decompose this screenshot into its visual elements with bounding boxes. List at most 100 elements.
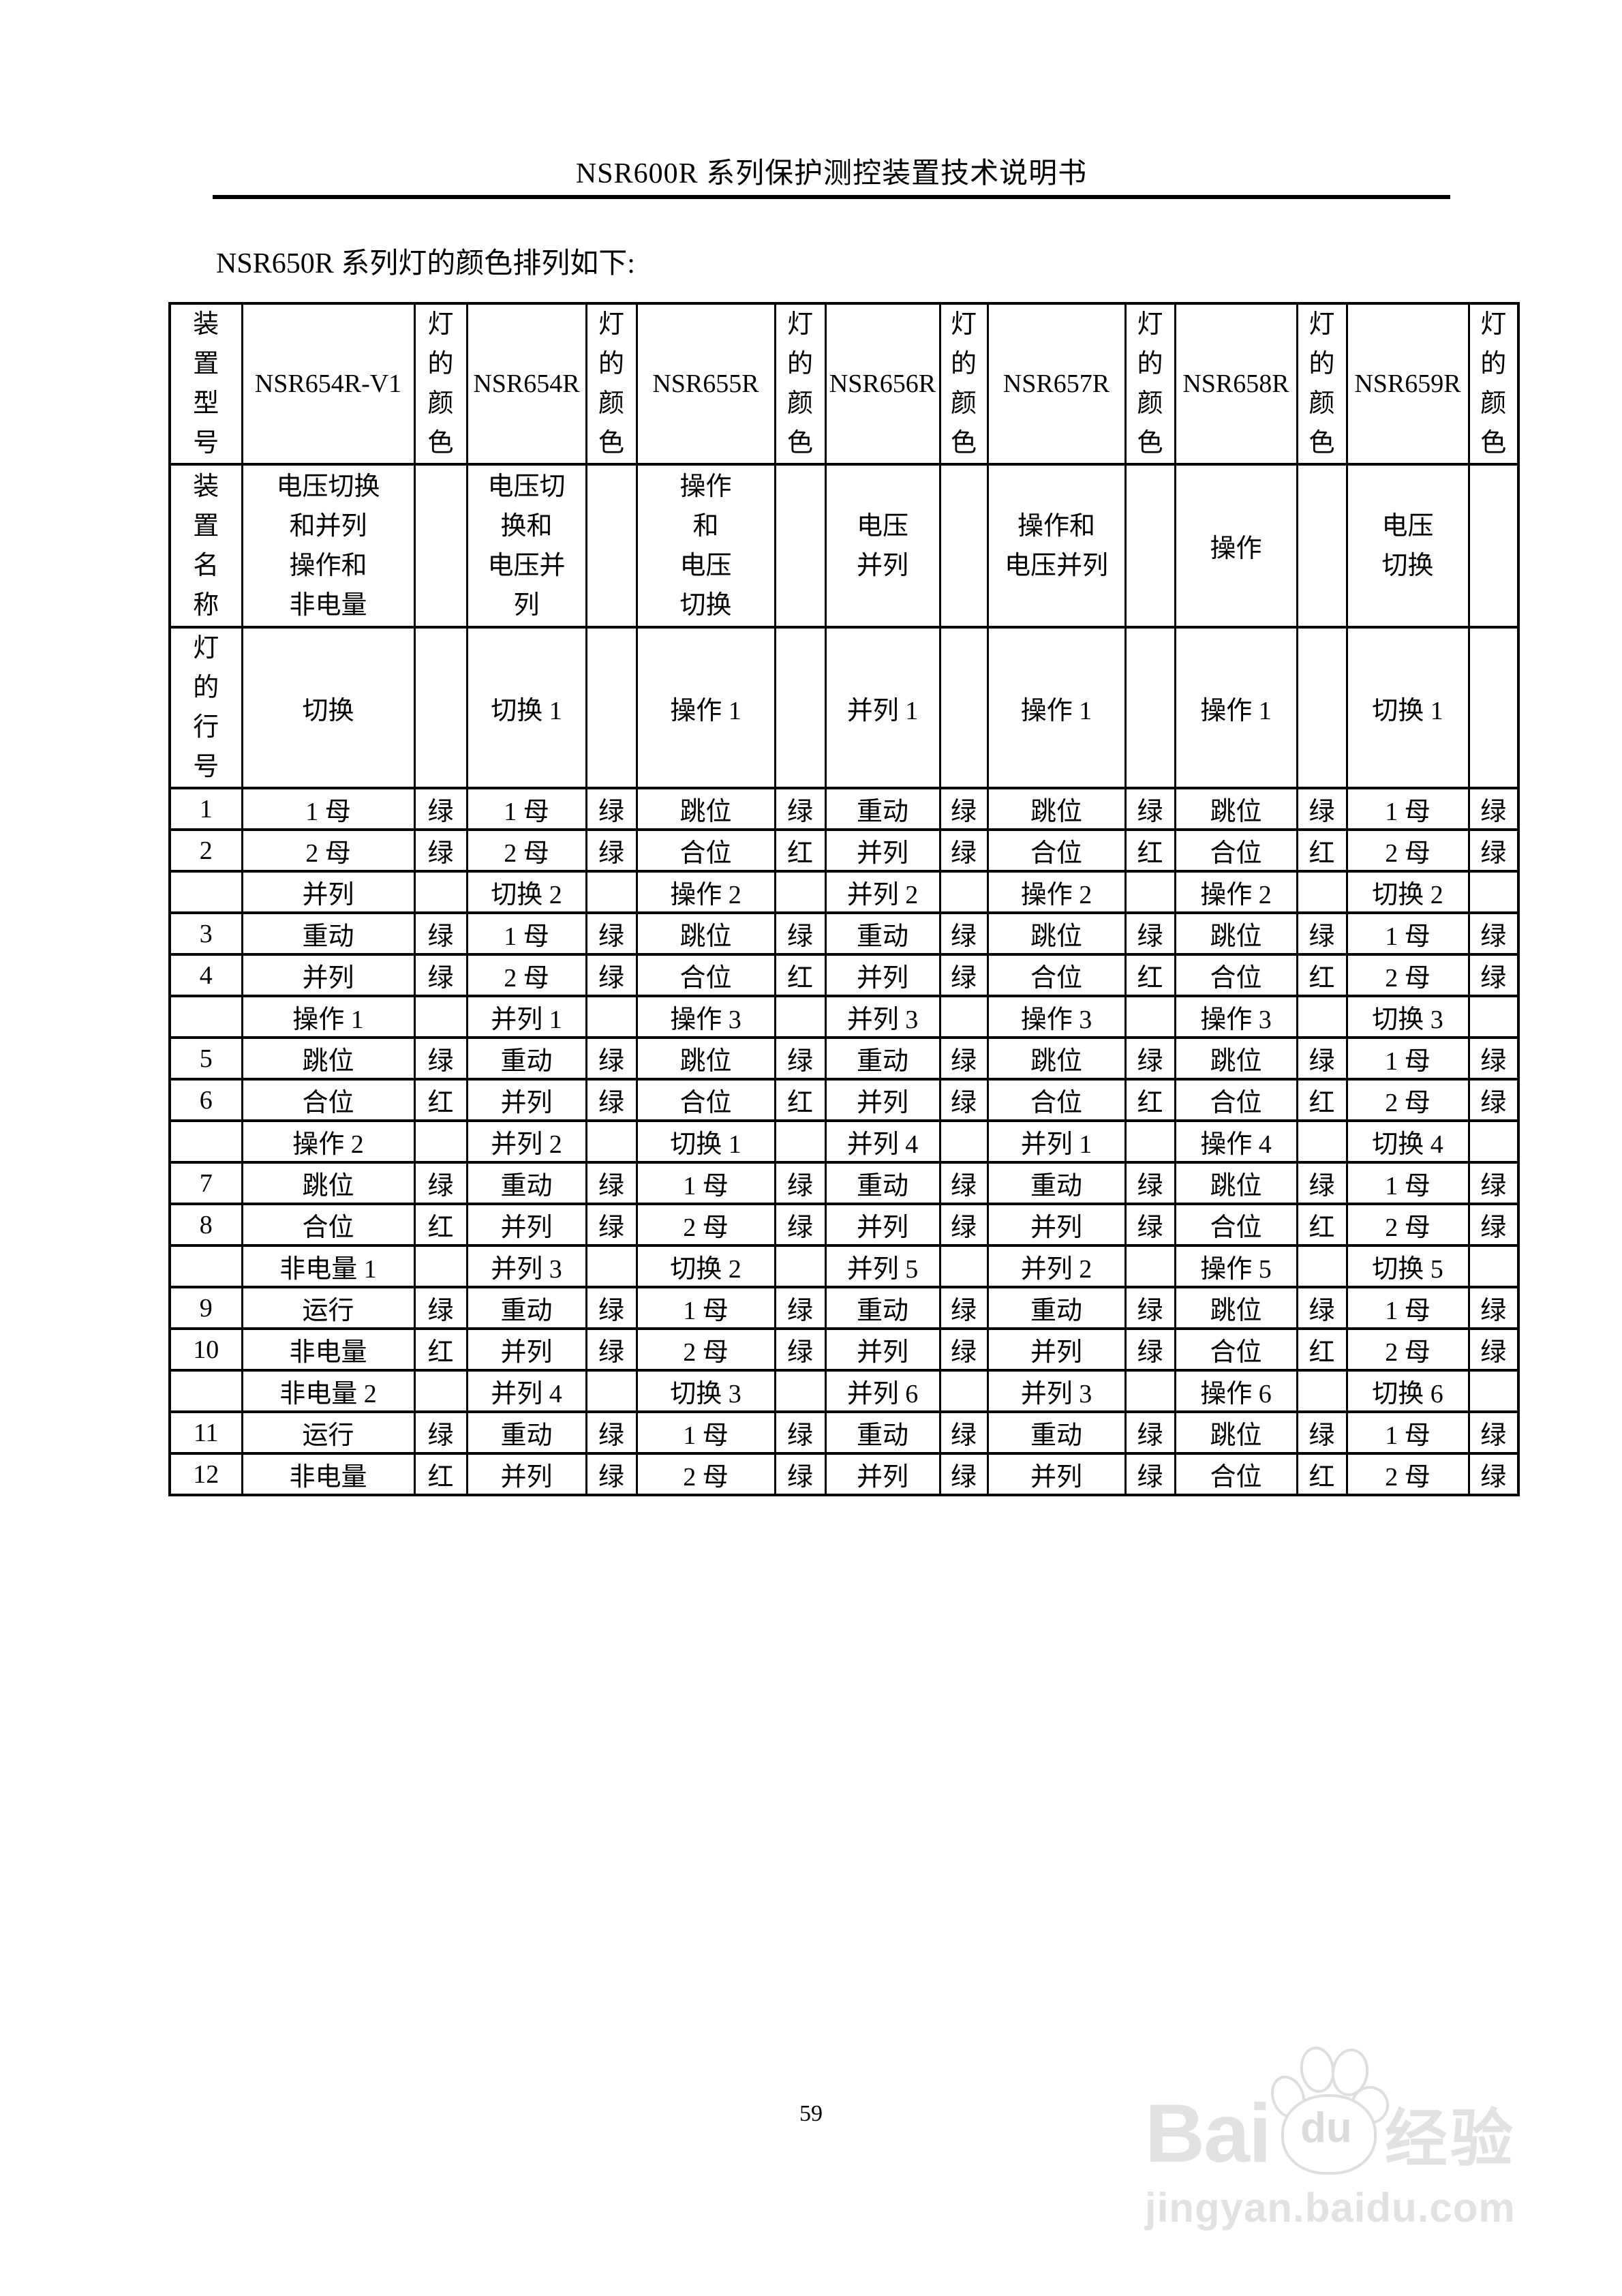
table-cell: 电压 切换 bbox=[1345, 463, 1470, 629]
table-cell: 绿 bbox=[413, 1161, 468, 1205]
table-cell: 重动 bbox=[465, 1286, 587, 1330]
table-cell: 操作 1 bbox=[635, 626, 776, 789]
table-cell: 1 母 bbox=[1345, 1161, 1470, 1205]
table-cell: 1 母 bbox=[1345, 787, 1470, 831]
table-cell: 并列 2 bbox=[986, 1244, 1127, 1288]
table-cell: 运行 bbox=[241, 1286, 416, 1330]
table-cell: 红 bbox=[1296, 1327, 1348, 1372]
table-cell: 红 bbox=[413, 1203, 468, 1247]
table-cell: 绿 bbox=[1296, 911, 1348, 956]
table-row: 5 跳位绿重动绿跳位绿重动绿跳位绿跳位绿 1 母绿 bbox=[168, 1036, 1520, 1081]
table-row: 并列 切换 2 操作 2 并列 2 操作 2 操作 2 切换 2 bbox=[168, 870, 1520, 914]
table-cell: 合位 bbox=[1174, 953, 1298, 997]
table-cell: 2 母 bbox=[635, 1452, 776, 1496]
table-cell: 并列 3 bbox=[986, 1369, 1127, 1413]
table-cell: 2 母 bbox=[465, 828, 587, 873]
table-cell: 红 bbox=[774, 953, 827, 997]
table-cell: 跳位 bbox=[635, 911, 776, 956]
lamp-color-table: 装 置 型 号 NSR654R-V1 灯 的 颜 色 NSR654R 灯 的 颜 色 NS… bbox=[168, 302, 1520, 1496]
table-cell: 绿 bbox=[774, 787, 827, 831]
table-cell: 1 母 bbox=[1345, 1410, 1470, 1455]
table-cell bbox=[168, 995, 243, 1039]
table-cell: 操作 4 bbox=[1174, 1119, 1298, 1164]
table-cell: 红 bbox=[413, 1452, 468, 1496]
table-cell: 红 bbox=[774, 1078, 827, 1122]
table-cell: 合位 bbox=[986, 828, 1127, 873]
table-cell: 绿 bbox=[1296, 1410, 1348, 1455]
table-cell: 绿 bbox=[938, 911, 989, 956]
table-cell bbox=[1124, 995, 1176, 1039]
table-cell: 重动 bbox=[824, 1161, 941, 1205]
table-cell: 并列 4 bbox=[465, 1369, 587, 1413]
table-cell: 绿 bbox=[585, 1286, 638, 1330]
table-cell bbox=[774, 1369, 827, 1413]
table-cell: 绿 bbox=[413, 1410, 468, 1455]
table-cell: 重动 bbox=[465, 1036, 587, 1081]
table-cell: 并列 bbox=[824, 1452, 941, 1496]
table-cell: 装 置 型 号 bbox=[168, 302, 243, 466]
table-cell: 并列 bbox=[465, 1203, 587, 1247]
table-cell: 绿 bbox=[1296, 1286, 1348, 1330]
table-cell: 绿 bbox=[1467, 1161, 1520, 1205]
table-cell bbox=[413, 1244, 468, 1288]
table-cell: 红 bbox=[1296, 828, 1348, 873]
table-cell: 重动 bbox=[986, 1286, 1127, 1330]
table-cell: 跳位 bbox=[241, 1161, 416, 1205]
table-cell: 跳位 bbox=[1174, 1410, 1298, 1455]
table-cell: 并列 bbox=[824, 1327, 941, 1372]
table-cell: 1 母 bbox=[635, 1161, 776, 1205]
table-cell bbox=[938, 463, 989, 629]
table-row: 装 置 名 称电压切换 和并列 操作和 非电量 电压切 换和 电压并 列操作 和 … bbox=[168, 463, 1520, 629]
table-cell: 1 母 bbox=[635, 1410, 776, 1455]
table-cell: 2 母 bbox=[1345, 1078, 1470, 1122]
table-cell bbox=[168, 1244, 243, 1288]
table-cell: 重动 bbox=[986, 1161, 1127, 1205]
table-cell: 非电量 2 bbox=[241, 1369, 416, 1413]
table-cell: 绿 bbox=[1467, 1327, 1520, 1372]
table-cell bbox=[413, 626, 468, 789]
table-cell: 2 母 bbox=[465, 953, 587, 997]
table-cell bbox=[774, 870, 827, 914]
table-cell bbox=[1124, 1369, 1176, 1413]
table-cell: 绿 bbox=[774, 1161, 827, 1205]
table-cell bbox=[413, 1369, 468, 1413]
table-row: 12 非电量红并列绿 2 母绿并列绿并列绿合位红 2 母绿 bbox=[168, 1452, 1520, 1496]
table-cell: 并列 5 bbox=[824, 1244, 941, 1288]
table-cell bbox=[1467, 626, 1520, 789]
table-cell: 绿 bbox=[774, 1452, 827, 1496]
table-cell: 切换 2 bbox=[635, 1244, 776, 1288]
table-cell: 合位 bbox=[986, 1078, 1127, 1122]
table-cell: 灯 的 颜 色 bbox=[1467, 302, 1520, 466]
table-cell bbox=[168, 1119, 243, 1164]
table-cell bbox=[413, 995, 468, 1039]
table-cell: 并列 6 bbox=[824, 1369, 941, 1413]
table-cell bbox=[1296, 1369, 1348, 1413]
table-cell: 重动 bbox=[986, 1410, 1127, 1455]
table-cell: 合位 bbox=[1174, 1327, 1298, 1372]
table-cell: 并列 1 bbox=[986, 1119, 1127, 1164]
table-cell bbox=[1467, 1119, 1520, 1164]
watermark-bai-text: Bai bbox=[1145, 2087, 1272, 2179]
table-cell: 绿 bbox=[938, 1036, 989, 1081]
table-cell bbox=[1124, 626, 1176, 789]
table-cell: 跳位 bbox=[1174, 787, 1298, 831]
table-cell: 绿 bbox=[1124, 787, 1176, 831]
table-cell: 绿 bbox=[774, 1410, 827, 1455]
table-cell: 跳位 bbox=[635, 1036, 776, 1081]
table-cell: 跳位 bbox=[1174, 1161, 1298, 1205]
table-cell: 合位 bbox=[1174, 1452, 1298, 1496]
table-cell: 绿 bbox=[938, 1203, 989, 1247]
table-cell: 绿 bbox=[1124, 1286, 1176, 1330]
table-cell: 绿 bbox=[938, 787, 989, 831]
table-cell bbox=[1124, 1119, 1176, 1164]
table-cell: 绿 bbox=[774, 911, 827, 956]
table-cell: 跳位 bbox=[986, 911, 1127, 956]
table-cell: 操作 3 bbox=[1174, 995, 1298, 1039]
table-cell: 操作 2 bbox=[1174, 870, 1298, 914]
table-cell: 操作 2 bbox=[241, 1119, 416, 1164]
table-cell: 绿 bbox=[938, 953, 989, 997]
table-cell: 跳位 bbox=[986, 1036, 1127, 1081]
table-cell: 切换 bbox=[241, 626, 416, 789]
